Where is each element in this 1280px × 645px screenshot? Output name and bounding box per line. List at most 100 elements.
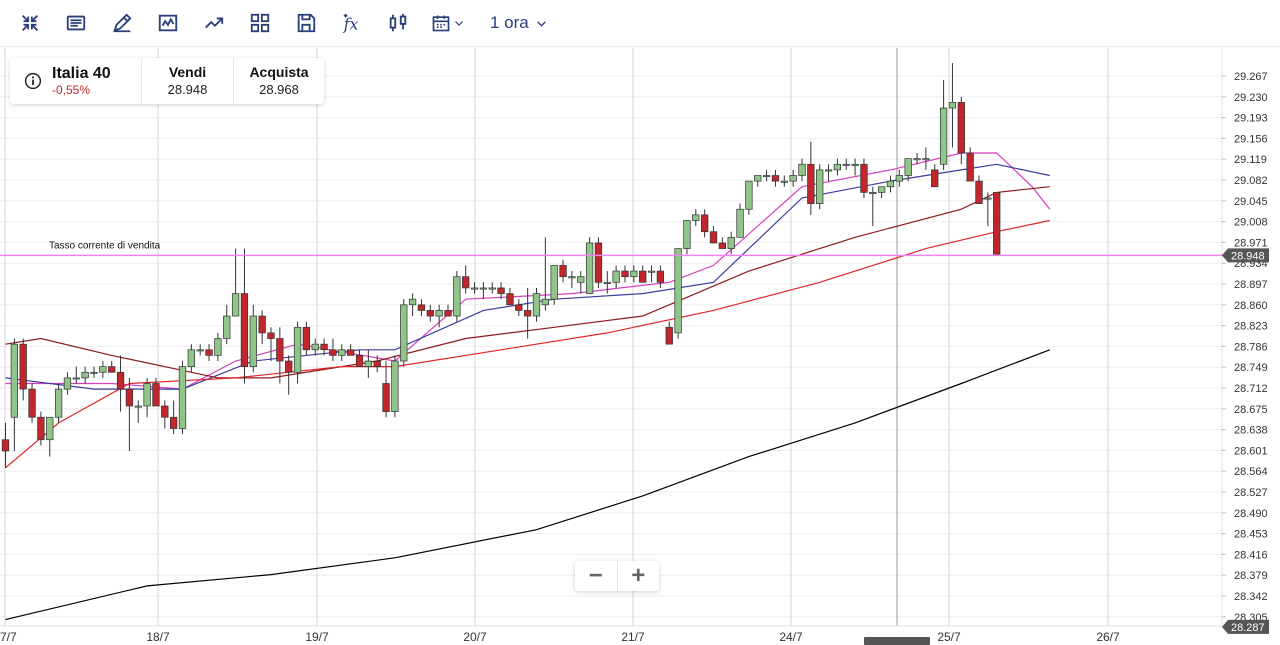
instrument-name: Italia 40 bbox=[52, 64, 111, 82]
candle bbox=[922, 147, 930, 170]
candle-body-down bbox=[807, 163, 815, 204]
candle bbox=[692, 209, 700, 227]
candle bbox=[470, 282, 479, 294]
candle-body-up bbox=[727, 236, 735, 249]
candle bbox=[329, 338, 337, 362]
x-tick-label: 26/7 bbox=[1096, 630, 1120, 644]
candle-body-down bbox=[108, 366, 116, 373]
candle-body-down bbox=[152, 383, 160, 407]
candle bbox=[125, 377, 134, 451]
candle bbox=[293, 321, 302, 384]
y-tick-label: 28.823 bbox=[1234, 321, 1268, 333]
candle-body-up bbox=[939, 107, 948, 165]
candle-body-up bbox=[90, 371, 98, 374]
candle-body-up bbox=[842, 163, 850, 166]
candle-body-down bbox=[205, 349, 213, 356]
candle bbox=[904, 158, 912, 182]
zoom-out-button[interactable]: − bbox=[588, 562, 603, 589]
candle bbox=[178, 361, 187, 435]
candle-body-down bbox=[665, 326, 673, 345]
candle-body-down bbox=[161, 405, 169, 418]
candle-body-down bbox=[771, 175, 780, 182]
candle-body-up bbox=[54, 388, 63, 418]
candle bbox=[939, 79, 948, 170]
candle-body-up bbox=[249, 315, 257, 367]
x-tick-label: 24/7 bbox=[779, 630, 803, 644]
chevron-down-icon bbox=[536, 20, 546, 27]
y-tick-label: 28.860 bbox=[1234, 300, 1268, 312]
buy-value: 28.968 bbox=[259, 82, 299, 97]
trend-icon[interactable] bbox=[200, 9, 228, 37]
candle-body-down bbox=[37, 416, 45, 441]
candle-body-up bbox=[311, 343, 319, 351]
candle bbox=[851, 158, 859, 176]
candle-body-up bbox=[72, 377, 80, 380]
pencil-icon[interactable] bbox=[108, 9, 136, 37]
candle bbox=[435, 304, 443, 328]
candle bbox=[771, 169, 780, 187]
candle bbox=[311, 338, 319, 356]
sell-box[interactable]: Vendi 28.948 bbox=[142, 58, 234, 104]
candle-body-up bbox=[913, 158, 921, 161]
instrument-summary[interactable]: Italia 40 -0,55% bbox=[10, 58, 142, 104]
candle-body-down bbox=[347, 349, 355, 356]
candle-body-up bbox=[81, 371, 89, 379]
candle bbox=[108, 361, 116, 373]
info-icon[interactable] bbox=[24, 72, 42, 90]
current-price-tag: 28.948 bbox=[1231, 250, 1265, 262]
candle-body-up bbox=[674, 248, 682, 334]
candle bbox=[1, 422, 10, 468]
zoom-in-button[interactable]: + bbox=[616, 561, 660, 591]
layout-grid-icon[interactable] bbox=[246, 9, 274, 37]
compress-icon[interactable] bbox=[16, 9, 44, 37]
candle bbox=[72, 366, 80, 384]
candle-body-down bbox=[462, 276, 470, 289]
calendar-icon[interactable] bbox=[428, 9, 468, 37]
y-tick-label: 28.379 bbox=[1234, 570, 1268, 582]
candle-body-up bbox=[683, 220, 691, 249]
candle-body-up bbox=[479, 287, 488, 290]
x-tick-label: 17/7 bbox=[0, 630, 17, 644]
candle bbox=[258, 310, 266, 345]
candle bbox=[639, 265, 647, 283]
candle bbox=[736, 203, 744, 238]
zoom-controls: − + bbox=[575, 561, 659, 591]
candle-body-up bbox=[488, 287, 496, 290]
candle-body-down bbox=[373, 360, 381, 367]
notes-icon[interactable] bbox=[62, 9, 90, 37]
y-tick-label: 28.638 bbox=[1234, 425, 1268, 437]
candle bbox=[975, 175, 983, 204]
candle bbox=[532, 287, 541, 322]
candle bbox=[81, 366, 89, 384]
candle-body-up bbox=[869, 192, 877, 194]
candle bbox=[807, 141, 815, 215]
chart-type-icon[interactable] bbox=[154, 9, 182, 37]
candle-body-up bbox=[187, 349, 196, 367]
candle bbox=[762, 169, 771, 182]
candle bbox=[37, 411, 45, 446]
candle bbox=[240, 248, 249, 384]
candle-body-up bbox=[453, 276, 461, 317]
buy-box[interactable]: Acquista 28.968 bbox=[234, 58, 324, 104]
candle bbox=[674, 248, 682, 339]
candlestick-icon[interactable] bbox=[384, 9, 412, 37]
candle-body-down bbox=[656, 270, 665, 283]
save-icon[interactable] bbox=[292, 9, 320, 37]
candle-body-up bbox=[541, 298, 549, 306]
sell-label: Vendi bbox=[168, 64, 207, 80]
candle bbox=[541, 237, 549, 311]
candle bbox=[19, 338, 27, 401]
candle-body-up bbox=[408, 298, 417, 306]
candle bbox=[479, 282, 488, 300]
candle bbox=[28, 383, 36, 423]
candle-body-down bbox=[125, 388, 134, 407]
candle bbox=[417, 299, 426, 317]
timeframe-select[interactable]: 1 ora bbox=[490, 11, 548, 35]
candle bbox=[338, 344, 346, 362]
candle-body-down bbox=[515, 304, 523, 311]
function-icon[interactable]: fx bbox=[338, 9, 366, 37]
candle-body-down bbox=[276, 338, 284, 362]
price-chart[interactable]: 29.267 29.230 29.193 29.156 29.119 29.082 29.0… bbox=[0, 46, 1280, 645]
y-tick-label: 28.416 bbox=[1234, 549, 1268, 561]
y-tick-label: 28.564 bbox=[1234, 466, 1268, 478]
